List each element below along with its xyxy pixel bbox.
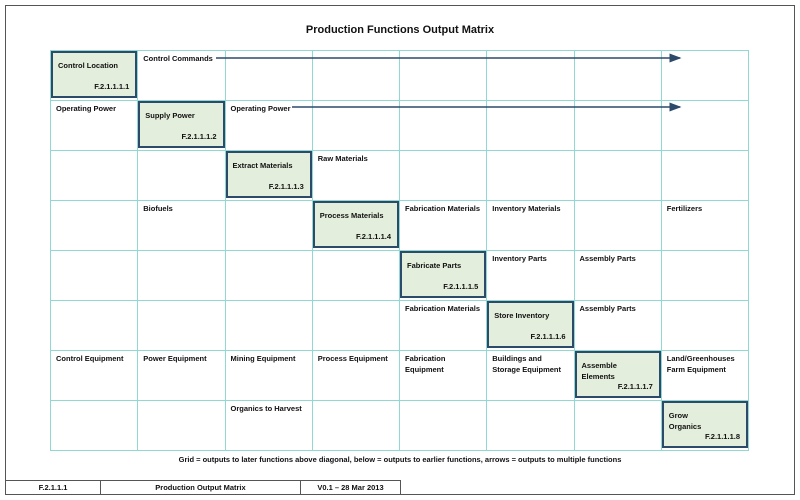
cell-text: Raw Materials <box>317 154 368 163</box>
function-id: F.2.1.1.1.7 <box>617 382 653 391</box>
function-id: F.2.1.1.1.2 <box>181 132 217 141</box>
function-box: Control Location F.2.1.1.1.1 <box>51 51 138 98</box>
function-box: Assemble Elements F.2.1.1.1.7 <box>574 351 661 398</box>
footer-id: F.2.1.1.1 <box>5 480 101 495</box>
cell-text: Organics to Harvest <box>230 404 302 413</box>
function-box: Fabricate Parts F.2.1.1.1.5 <box>400 251 487 298</box>
cell-text: Fabrication Materials <box>405 204 481 213</box>
title: Production Functions Output Matrix <box>305 24 495 36</box>
function-id: F.2.1.1.1.4 <box>355 232 391 241</box>
function-id: F.2.1.1.1.6 <box>530 332 566 341</box>
footer-version: V0.1 – 28 Mar 2013 <box>300 480 401 495</box>
function-name: Extract Materials <box>232 161 293 170</box>
function-box: Store Inventory F.2.1.1.1.6 <box>487 301 574 348</box>
function-box: Supply Power F.2.1.1.1.2 <box>138 101 225 148</box>
function-name: Grow Organics <box>668 411 702 431</box>
cell-text: Land/Greenhouses Farm Equipment <box>666 354 735 374</box>
cell-text: Operating Power <box>56 104 117 113</box>
cell-text: Assembly Parts <box>579 254 636 263</box>
function-id: F.2.1.1.1.8 <box>704 432 740 441</box>
cell-text: Fabrication Materials <box>405 304 481 313</box>
grid-cell <box>660 400 749 451</box>
function-name: Assemble Elements <box>581 361 617 381</box>
cell-text: Control Equipment <box>56 354 124 363</box>
footer-title: Production Output Matrix <box>100 480 301 495</box>
cell-text: Assembly Parts <box>579 304 636 313</box>
caption: Grid = outputs to later functions above … <box>178 455 622 464</box>
function-name: Control Location <box>58 61 118 70</box>
cell-text: Power Equipment <box>143 354 207 363</box>
function-name: Process Materials <box>319 211 384 220</box>
function-box: Process Materials F.2.1.1.1.4 <box>312 201 399 248</box>
function-name: Store Inventory <box>494 311 550 320</box>
cell-text: Buildings and Storage Equipment <box>492 354 562 374</box>
cell-text: Operating Power <box>230 104 291 113</box>
function-id: F.2.1.1.1.5 <box>443 282 479 291</box>
cell-text: Fertilizers <box>666 204 703 213</box>
function-name: Fabricate Parts <box>407 261 462 270</box>
cell-text: Inventory Materials <box>492 204 561 213</box>
function-id: F.2.1.1.1.3 <box>268 182 304 191</box>
cell-text: Biofuels <box>143 204 173 213</box>
function-box: Extract Materials F.2.1.1.1.3 <box>225 151 312 198</box>
function-id: F.2.1.1.1.1 <box>94 82 130 91</box>
cell-text: Fabrication Equipment <box>405 354 446 374</box>
cell-text: Mining Equipment <box>230 354 296 363</box>
cell-text: Inventory Parts <box>492 254 547 263</box>
cell-text: Control Commands <box>143 54 213 63</box>
function-name: Supply Power <box>145 111 195 120</box>
cell-text: Process Equipment <box>317 354 388 363</box>
function-box: Grow Organics F.2.1.1.1.8 <box>661 401 748 448</box>
